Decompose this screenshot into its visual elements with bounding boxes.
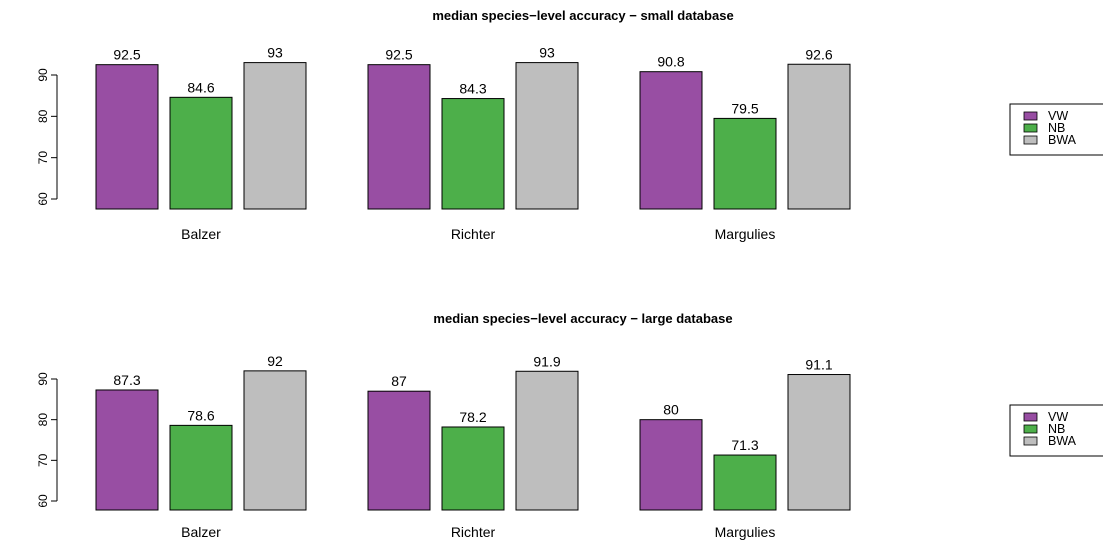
data-label-richter-bwa: 93 <box>539 45 555 61</box>
y-tick-label-70: 70 <box>36 453 50 467</box>
data-label-richter-bwa: 91.9 <box>533 353 560 369</box>
y-tick-label-90: 90 <box>36 372 50 386</box>
legend-label-vw: VW <box>1048 109 1068 123</box>
legend-label-nb: NB <box>1048 121 1065 135</box>
bar-richter-nb <box>441 98 505 210</box>
category-label-margulies: Margulies <box>715 226 776 242</box>
bar-richter-bwa <box>515 62 579 210</box>
legend-swatch-vw <box>1023 412 1038 422</box>
bar-richter-bwa <box>515 370 579 511</box>
legend-label-bwa: BWA <box>1048 133 1077 147</box>
data-label-margulies-nb: 79.5 <box>731 100 758 116</box>
data-label-balzer-bwa: 93 <box>267 45 283 61</box>
y-tick-label-90: 90 <box>36 68 50 82</box>
y-tick-label-70: 70 <box>36 151 50 165</box>
legend-swatch-bwa <box>1023 135 1038 145</box>
category-label-balzer: Balzer <box>181 226 221 242</box>
category-label-richter: Richter <box>451 524 496 540</box>
legend-label-bwa: BWA <box>1048 434 1077 448</box>
data-label-balzer-vw: 92.5 <box>113 47 140 63</box>
data-label-richter-nb: 78.2 <box>459 409 486 425</box>
data-label-richter-nb: 84.3 <box>459 81 486 97</box>
y-tick-label-60: 60 <box>36 494 50 508</box>
data-label-margulies-nb: 71.3 <box>731 437 758 453</box>
category-label-richter: Richter <box>451 226 496 242</box>
data-label-balzer-nb: 84.6 <box>187 79 214 95</box>
bar-margulies-nb <box>713 454 777 511</box>
legend-swatch-nb <box>1023 424 1038 434</box>
bar-balzer-vw <box>95 389 159 511</box>
bar-balzer-bwa <box>243 62 307 210</box>
chart-panel-2: median species−level accuracy − large da… <box>36 311 1103 540</box>
legend-swatch-bwa <box>1023 436 1038 446</box>
bar-margulies-vw <box>639 419 703 511</box>
chart-panel-1: median species−level accuracy − small da… <box>36 8 1103 242</box>
data-label-balzer-nb: 78.6 <box>187 407 214 423</box>
data-label-margulies-bwa: 92.6 <box>805 46 832 62</box>
bar-margulies-bwa <box>787 374 851 511</box>
y-tick-label-80: 80 <box>36 109 50 123</box>
chart-title: median species−level accuracy − small da… <box>432 8 733 23</box>
legend-label-vw: VW <box>1048 410 1068 424</box>
bar-margulies-vw <box>639 71 703 210</box>
legend-swatch-vw <box>1023 111 1038 121</box>
category-label-balzer: Balzer <box>181 524 221 540</box>
category-label-margulies: Margulies <box>715 524 776 540</box>
legend-swatch-nb <box>1023 123 1038 133</box>
bar-richter-vw <box>367 390 431 511</box>
bar-balzer-bwa <box>243 370 307 511</box>
y-tick-label-80: 80 <box>36 413 50 427</box>
y-tick-label-60: 60 <box>36 192 50 206</box>
data-label-margulies-vw: 90.8 <box>657 54 684 70</box>
bar-margulies-nb <box>713 117 777 210</box>
bar-balzer-nb <box>169 96 233 210</box>
data-label-richter-vw: 92.5 <box>385 47 412 63</box>
bar-richter-nb <box>441 426 505 511</box>
chart-title: median species−level accuracy − large da… <box>433 311 732 326</box>
data-label-balzer-vw: 87.3 <box>113 372 140 388</box>
bar-balzer-vw <box>95 64 159 210</box>
bar-richter-vw <box>367 64 431 210</box>
data-label-balzer-bwa: 92 <box>267 353 283 369</box>
legend-label-nb: NB <box>1048 422 1065 436</box>
bar-balzer-nb <box>169 424 233 511</box>
data-label-richter-vw: 87 <box>391 373 407 389</box>
data-label-margulies-vw: 80 <box>663 402 679 418</box>
data-label-margulies-bwa: 91.1 <box>805 357 832 373</box>
bar-margulies-bwa <box>787 63 851 210</box>
